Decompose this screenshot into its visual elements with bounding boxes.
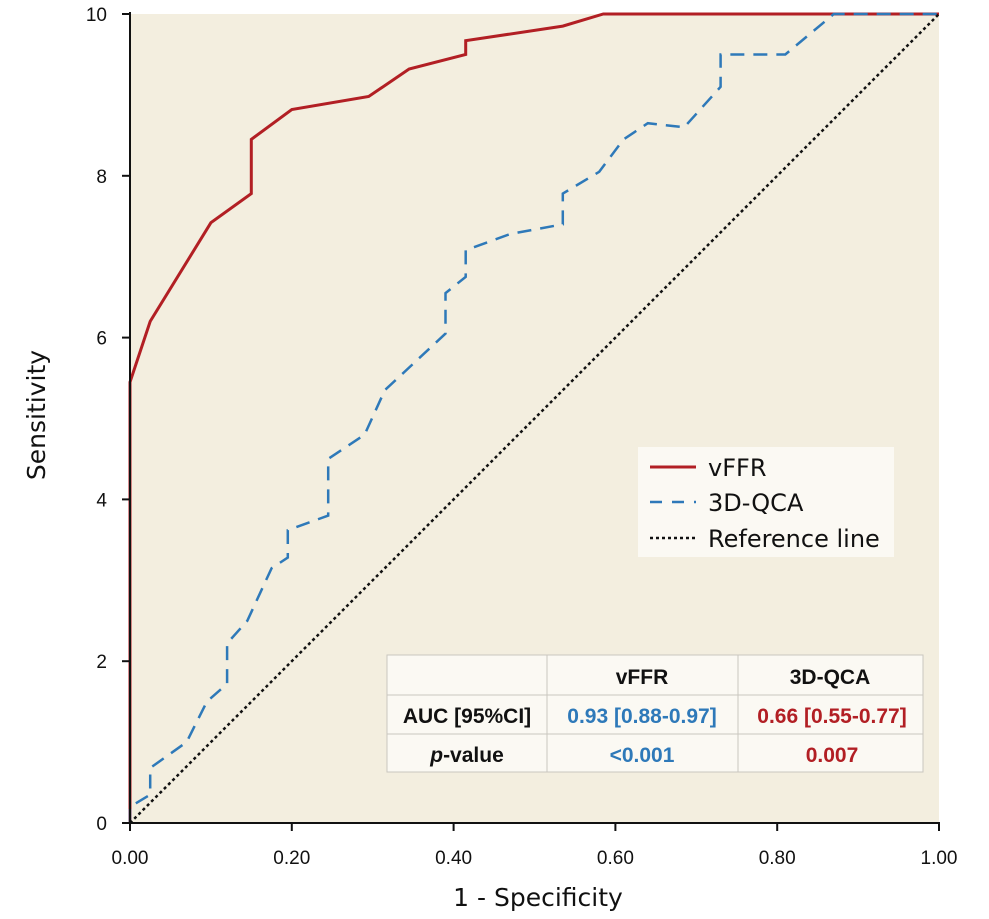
y-tick-label: 0 xyxy=(96,814,107,835)
y-axis-title: Sensitivity xyxy=(22,350,51,480)
series-line-3d-qca xyxy=(128,12,939,823)
legend-label-reference-line: Reference line xyxy=(708,525,880,553)
ticks-layer: 0.00 0.20 0.40 0.60 0.80 1.00 0 2 4 6 8 10 xyxy=(86,5,958,869)
x-axis-title: 1 - Specificity xyxy=(453,883,623,912)
table-background xyxy=(386,654,924,773)
table-cell-p-3d-qca: 0.007 xyxy=(806,744,859,767)
table-cell-auc-3d-qca: 0.66 [0.55-0.77] xyxy=(757,705,906,728)
legend-label-vffr: vFFR xyxy=(708,454,767,482)
series-line-reference-line xyxy=(129,13,940,824)
x-tick-label: 0.40 xyxy=(435,848,472,869)
table-row-label-auc: AUC [95%CI] xyxy=(403,705,531,728)
legend: vFFR 3D-QCA Reference line xyxy=(638,447,894,557)
table-cell-auc-vffr: 0.93 [0.88-0.97] xyxy=(567,705,716,728)
y-tick-label: 2 xyxy=(96,652,107,673)
x-tick-label: 0.80 xyxy=(759,848,796,869)
x-tick-label: 0.20 xyxy=(273,848,310,869)
x-tick-label: 0.00 xyxy=(112,848,149,869)
y-tick-label: 10 xyxy=(86,5,107,26)
y-tick-label: 4 xyxy=(96,490,107,511)
auc-table: vFFR 3D-QCA AUC [95%CI] 0.93 [0.88-0.97]… xyxy=(386,654,924,773)
p-italic: p xyxy=(429,744,443,767)
table-row-label-p-value: p-value xyxy=(429,744,504,767)
x-tick-label: 1.00 xyxy=(921,848,958,869)
y-tick-label: 8 xyxy=(96,167,107,188)
legend-label-3d-qca: 3D-QCA xyxy=(708,489,804,517)
table-header-3d-qca: 3D-QCA xyxy=(790,666,871,689)
series-layer xyxy=(128,12,940,824)
series-line-vffr xyxy=(128,12,939,823)
p-value-suffix: -value xyxy=(443,744,504,767)
x-tick-label: 0.60 xyxy=(597,848,634,869)
table-header-vffr: vFFR xyxy=(616,666,669,689)
y-tick-label: 6 xyxy=(96,329,107,350)
table-cell-p-vffr: <0.001 xyxy=(610,744,675,767)
